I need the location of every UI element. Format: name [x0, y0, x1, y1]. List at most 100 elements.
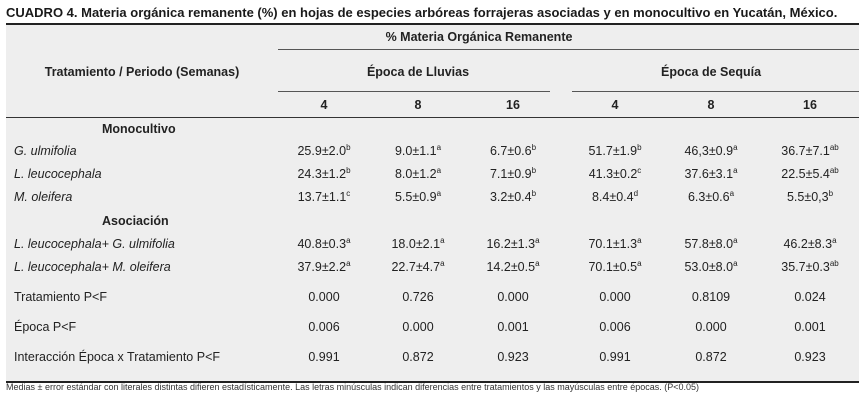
significance-letter: ab [829, 259, 839, 268]
cell-value: 0.872 [695, 350, 727, 364]
week-header: 4 [611, 98, 619, 112]
table-cell: 70.1±1.3a [588, 236, 642, 251]
significance-letter: b [637, 143, 642, 152]
table-cell: 0.8109 [692, 290, 730, 304]
table-cell: 22.5±5.4ab [781, 166, 839, 181]
significance-letter: a [637, 259, 642, 268]
table-cell: 7.1±0.9b [490, 166, 536, 181]
group-header: % Materia Orgánica Remanente [385, 30, 573, 44]
table-cell: 0.000 [308, 290, 339, 304]
table-cell: 8.0±1.2a [394, 166, 442, 181]
row-label: L. leucocephala+ G. ulmifolia [14, 237, 175, 251]
cell-value: 0.006 [599, 320, 631, 334]
week-header: 16 [803, 98, 817, 112]
significance-letter: b [828, 189, 834, 198]
cell-value: 5.5±0.9 [394, 190, 437, 204]
cell-value: 6.3±0.6 [687, 190, 730, 204]
table-caption: CUADRO 4. Materia orgánica remanente (%)… [6, 5, 838, 20]
table-cell: 3.2±0.4b [489, 189, 537, 204]
cell-value: 13.7±1.1 [297, 190, 347, 204]
table-cell: 0.024 [794, 290, 825, 304]
cell-value: 3.2±0.4 [489, 190, 532, 204]
sequia-rule [572, 91, 859, 92]
significance-letter: a [637, 236, 642, 245]
table-cell: 0.726 [402, 290, 433, 304]
cell-value: 0.000 [402, 320, 434, 334]
cell-value: 16.2±1.3 [486, 237, 536, 251]
table-cell: 0.001 [497, 320, 528, 334]
cell-value: 0.923 [794, 350, 826, 364]
significance-letter: b [531, 189, 537, 198]
significance-letter: a [346, 259, 351, 268]
cell-value: 0.872 [402, 350, 434, 364]
cell-value: 0.024 [794, 290, 826, 304]
table-cell: 0.006 [308, 320, 339, 334]
table-cell: 0.000 [695, 320, 726, 334]
significance-letter: b [531, 143, 537, 152]
cell-value: 14.2±0.5 [486, 260, 536, 274]
table-cell: 51.7±1.9b [588, 143, 642, 158]
table-cell: 41.3±0.2c [589, 166, 642, 181]
table-cell: 13.7±1.1c [297, 189, 351, 204]
significance-letter: a [436, 143, 442, 152]
significance-letter: a [733, 259, 738, 268]
cell-value: 18.0±2.1 [391, 237, 441, 251]
significance-letter: b [346, 166, 351, 175]
cell-value: 6.7±0.6 [489, 144, 532, 158]
table-cell: 14.2±0.5a [486, 259, 539, 274]
table-cell: 0.000 [402, 320, 433, 334]
cell-value: 46,3±0.9 [684, 144, 734, 158]
row-label: M. oleifera [14, 190, 73, 204]
significance-letter: ab [829, 166, 839, 175]
cell-value: 0.001 [794, 320, 826, 334]
table-cell: 5.5±0.9a [394, 189, 441, 204]
significance-letter: b [346, 143, 351, 152]
significance-letter: a [346, 236, 351, 245]
cell-value: 53.0±8.0 [684, 260, 734, 274]
table-cell: 46.2±8.3a [783, 236, 836, 251]
cell-value: 8.4±0.4 [591, 190, 634, 204]
cell-value: 22.5±5.4 [781, 167, 830, 181]
cell-value: 57.8±8.0 [684, 237, 734, 251]
table-cell: 0.001 [794, 320, 825, 334]
table-cell: 0.872 [695, 350, 726, 364]
significance-letter: c [637, 166, 642, 175]
significance-letter: a [436, 166, 442, 175]
week-header: 8 [707, 98, 715, 112]
table-cell: 6.3±0.6a [687, 189, 735, 204]
table-footnote: Medias ± error estándar con literales di… [6, 382, 699, 392]
cell-value: 36.7±7.1 [781, 144, 830, 158]
significance-letter: d [633, 189, 639, 198]
cell-value: 51.7±1.9 [588, 144, 638, 158]
table-cell: 0.000 [599, 290, 630, 304]
table-cell: 70.1±0.5a [588, 259, 642, 274]
cell-value: 0.726 [402, 290, 434, 304]
cell-value: 0.8109 [691, 290, 731, 304]
row-label: Época P<F [14, 320, 77, 334]
table-cell: 9.0±1.1a [395, 143, 442, 158]
table-cell: 53.0±8.0a [684, 259, 738, 274]
table-cell: 5.5±0,3b [787, 189, 834, 204]
significance-letter: a [729, 189, 735, 198]
table-cell: 0.000 [497, 290, 528, 304]
row-label: Tratamiento P<F [14, 290, 107, 304]
table-cell: 18.0±2.1a [391, 236, 444, 251]
table-cell: 25.9±2.0b [297, 143, 351, 158]
cell-value: 22.7±4.7 [391, 260, 441, 274]
table-cell: 8.4±0.4d [591, 189, 639, 204]
table-cell: 46,3±0.9a [684, 143, 737, 158]
cell-value: 8.0±1.2 [394, 167, 437, 181]
significance-letter: a [733, 166, 738, 175]
significance-letter: a [440, 259, 445, 268]
cell-value: 0.001 [497, 320, 529, 334]
table-cell: 24.3±1.2b [297, 166, 351, 181]
data-table: % Materia Orgánica Remanente Tratamiento… [6, 23, 859, 383]
row-label: L. leucocephala+ M. oleifera [14, 260, 171, 274]
cell-value: 0.000 [308, 290, 340, 304]
cell-value: 0.923 [497, 350, 529, 364]
section-monocultivo: Monocultivo [102, 122, 176, 136]
table-cell: 0.923 [497, 350, 528, 364]
cell-value: 70.1±0.5 [588, 260, 638, 274]
cell-value: 24.3±1.2 [297, 167, 347, 181]
table-cell: 0.991 [308, 350, 339, 364]
